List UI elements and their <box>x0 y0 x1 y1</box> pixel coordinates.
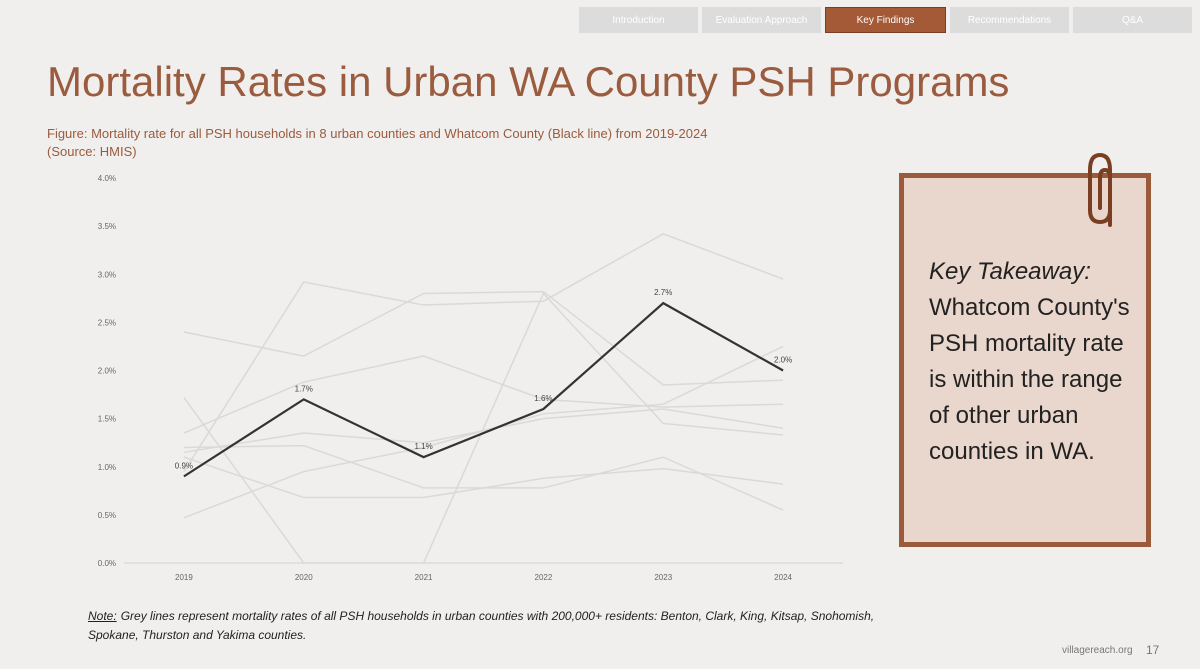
x-tick-label: 2023 <box>654 573 672 582</box>
comparison-line <box>183 232 784 472</box>
footnote: Note: Grey lines represent mortality rate… <box>88 607 908 645</box>
data-label: 2.7% <box>654 288 672 297</box>
x-tick-label: 2024 <box>774 573 792 582</box>
page-number: 17 <box>1146 643 1160 657</box>
y-tick-label: 3.5% <box>98 222 116 231</box>
note-text: Grey lines represent mortality rates of … <box>88 609 875 642</box>
x-tick-label: 2020 <box>295 573 313 582</box>
data-label: 2.0% <box>774 356 792 365</box>
comparison-line <box>183 408 784 454</box>
paperclip-icon <box>1088 152 1112 227</box>
footer-site: villagereach.org <box>1062 645 1133 656</box>
caption-source: (Source: HMIS) <box>47 144 137 159</box>
nav-tab[interactable]: Evaluation Approach <box>702 7 821 33</box>
caption-title: Figure: Mortality rate for all PSH house… <box>47 126 708 141</box>
x-tick-label: 2022 <box>535 573 553 582</box>
data-label: 1.6% <box>534 394 552 403</box>
slide-title: Mortality Rates in Urban WA County PSH P… <box>47 58 1010 105</box>
comparison-line <box>183 290 784 386</box>
nav-tabs: Introduction Evaluation Approach Key Findi… <box>579 7 1192 33</box>
data-label: 1.1% <box>414 442 432 451</box>
nav-tab[interactable]: Key Findings <box>825 7 946 33</box>
takeaway-heading: Key Takeaway: <box>929 258 1091 285</box>
y-tick-label: 1.5% <box>98 415 116 424</box>
chart: 0.0% 0.5% 1.0% 1.5% 2.0% 2.5% 3.0% 3.5% 4.0% 2019… <box>98 174 843 582</box>
x-tick-label: 2021 <box>415 573 433 582</box>
comparison-line <box>183 355 784 434</box>
data-label: 0.9% <box>175 461 193 470</box>
x-tick-label: 2019 <box>175 573 193 582</box>
note-label: Note: <box>88 609 117 623</box>
nav-tab[interactable]: Introduction <box>579 7 698 33</box>
y-tick-label: 3.0% <box>98 270 116 279</box>
comparison-line <box>183 292 784 564</box>
comparison-line <box>183 456 784 499</box>
y-tick-label: 1.0% <box>98 463 116 472</box>
highlight-line <box>183 301 784 478</box>
nav-tab[interactable]: Q&A <box>1073 7 1192 33</box>
takeaway-box: Key Takeaway: Whatcom County's PSH morta… <box>899 173 1151 547</box>
y-tick-label: 2.0% <box>98 367 116 376</box>
comparison-line <box>183 444 784 511</box>
y-tick-label: 0.5% <box>98 511 116 520</box>
nav-tab[interactable]: Recommendations <box>950 7 1069 33</box>
y-tick-label: 2.5% <box>98 318 116 327</box>
takeaway-text: Key Takeaway: Whatcom County's PSH morta… <box>929 254 1144 470</box>
data-label: 1.7% <box>295 384 313 393</box>
y-tick-label: 0.0% <box>98 559 116 568</box>
takeaway-body: Whatcom County's PSH mortality rate is w… <box>929 294 1130 465</box>
figure-caption: Figure: Mortality rate for all PSH house… <box>47 125 707 161</box>
y-tick-label: 4.0% <box>98 174 116 183</box>
